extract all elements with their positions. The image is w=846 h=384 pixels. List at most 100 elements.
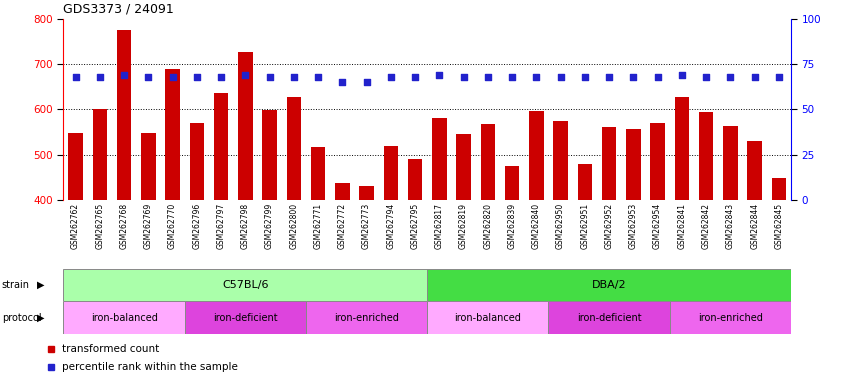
Text: GSM262845: GSM262845: [774, 203, 783, 249]
Text: GSM262768: GSM262768: [119, 203, 129, 249]
Bar: [456, 134, 471, 200]
Bar: [141, 133, 156, 200]
Bar: [529, 111, 544, 200]
Point: [118, 72, 131, 78]
Text: GSM262843: GSM262843: [726, 203, 735, 249]
Bar: [602, 127, 617, 200]
Text: GSM262842: GSM262842: [701, 203, 711, 249]
Bar: [306, 301, 427, 334]
Text: iron-deficient: iron-deficient: [213, 313, 277, 323]
Point: [214, 74, 228, 80]
Text: iron-balanced: iron-balanced: [454, 313, 521, 323]
Bar: [651, 123, 665, 200]
Bar: [772, 179, 786, 200]
Point: [651, 74, 664, 80]
Text: GSM262819: GSM262819: [459, 203, 468, 249]
Text: iron-deficient: iron-deficient: [577, 313, 641, 323]
Text: ▶: ▶: [37, 280, 44, 290]
Bar: [723, 126, 738, 200]
Point: [409, 74, 422, 80]
Text: GSM262797: GSM262797: [217, 203, 226, 249]
Text: GSM262817: GSM262817: [435, 203, 444, 249]
Text: GSM262794: GSM262794: [387, 203, 395, 249]
Text: DBA/2: DBA/2: [592, 280, 626, 290]
Text: GDS3373 / 24091: GDS3373 / 24091: [63, 2, 174, 15]
Point: [675, 72, 689, 78]
Point: [311, 74, 325, 80]
Bar: [262, 110, 277, 200]
Bar: [578, 164, 592, 200]
Point: [748, 74, 761, 80]
Bar: [69, 133, 83, 200]
Point: [69, 74, 82, 80]
Bar: [335, 183, 349, 200]
Text: GSM262844: GSM262844: [750, 203, 759, 249]
Bar: [165, 69, 180, 200]
Point: [360, 79, 373, 86]
Bar: [427, 269, 791, 301]
Bar: [383, 146, 398, 200]
Point: [432, 72, 446, 78]
Bar: [553, 121, 568, 200]
Point: [336, 79, 349, 86]
Text: GSM262771: GSM262771: [314, 203, 322, 249]
Text: GSM262950: GSM262950: [556, 203, 565, 249]
Text: GSM262841: GSM262841: [678, 203, 686, 249]
Text: GSM262773: GSM262773: [362, 203, 371, 249]
Text: GSM262762: GSM262762: [71, 203, 80, 249]
Text: strain: strain: [2, 280, 30, 290]
Bar: [674, 97, 689, 200]
Point: [627, 74, 640, 80]
Text: GSM262772: GSM262772: [338, 203, 347, 249]
Bar: [699, 112, 713, 200]
Point: [481, 74, 495, 80]
Point: [602, 74, 616, 80]
Bar: [117, 30, 131, 200]
Text: protocol: protocol: [2, 313, 41, 323]
Text: GSM262820: GSM262820: [483, 203, 492, 249]
Text: GSM262839: GSM262839: [508, 203, 517, 249]
Text: GSM262953: GSM262953: [629, 203, 638, 249]
Point: [93, 74, 107, 80]
Point: [772, 74, 786, 80]
Point: [263, 74, 277, 80]
Text: GSM262769: GSM262769: [144, 203, 153, 249]
Point: [457, 74, 470, 80]
Bar: [626, 129, 640, 200]
Bar: [190, 123, 204, 200]
Bar: [184, 301, 306, 334]
Text: iron-enriched: iron-enriched: [698, 313, 763, 323]
Point: [239, 72, 252, 78]
Bar: [238, 52, 253, 200]
Point: [554, 74, 568, 80]
Bar: [360, 186, 374, 200]
Bar: [408, 159, 422, 200]
Point: [700, 74, 713, 80]
Bar: [92, 109, 107, 200]
Point: [578, 74, 591, 80]
Text: C57BL/6: C57BL/6: [222, 280, 268, 290]
Bar: [214, 93, 228, 200]
Text: GSM262799: GSM262799: [265, 203, 274, 249]
Bar: [505, 166, 519, 200]
Bar: [481, 124, 495, 200]
Point: [723, 74, 737, 80]
Bar: [747, 141, 762, 200]
Point: [141, 74, 155, 80]
Text: GSM262952: GSM262952: [605, 203, 613, 249]
Text: transformed count: transformed count: [62, 344, 159, 354]
Text: GSM262796: GSM262796: [192, 203, 201, 249]
Text: GSM262798: GSM262798: [241, 203, 250, 249]
Point: [384, 74, 398, 80]
Text: GSM262951: GSM262951: [580, 203, 590, 249]
Point: [190, 74, 204, 80]
Bar: [548, 301, 670, 334]
Bar: [670, 301, 791, 334]
Point: [505, 74, 519, 80]
Point: [530, 74, 543, 80]
Bar: [310, 147, 326, 200]
Bar: [427, 301, 548, 334]
Text: GSM262765: GSM262765: [96, 203, 104, 249]
Text: GSM262954: GSM262954: [653, 203, 662, 249]
Text: GSM262840: GSM262840: [532, 203, 541, 249]
